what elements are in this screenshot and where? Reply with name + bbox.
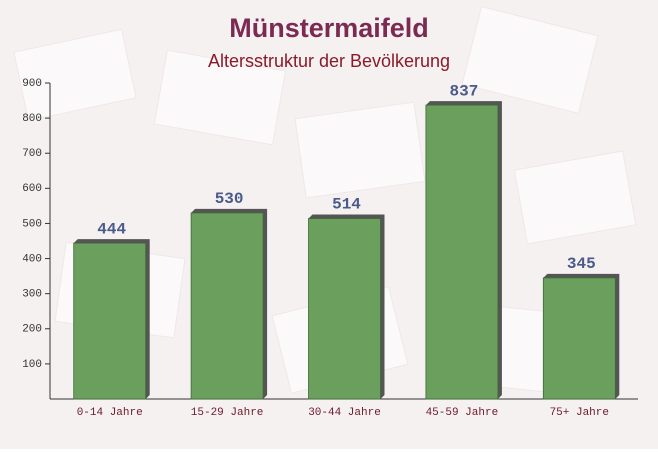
y-tick-label: 200 [22,324,42,336]
y-tick-label: 600 [22,183,42,195]
y-tick-label: 500 [22,218,42,230]
value-label: 530 [215,190,244,208]
bar [542,277,616,400]
bar [73,242,147,400]
y-tick-label: 900 [22,78,42,90]
value-label: 444 [97,220,126,238]
bar [425,104,499,400]
bar [308,218,381,400]
y-tick-label: 800 [22,113,42,125]
x-tick-label: 30-44 Jahre [308,407,381,419]
x-tick-label: 15-29 Jahre [191,407,264,419]
y-tick-label: 400 [22,253,42,265]
value-label: 345 [567,255,596,273]
value-label: 514 [332,196,361,214]
chart-subtitle: Altersstruktur der Bevölkerung [208,51,450,71]
bar [190,212,264,400]
value-label: 837 [449,82,478,100]
x-tick-label: 0-14 Jahre [77,407,143,419]
y-tick-label: 100 [22,359,42,371]
y-tick-label: 700 [22,148,42,160]
x-tick-label: 75+ Jahre [550,407,609,419]
y-tick-label: 300 [22,289,42,301]
x-tick-label: 45-59 Jahre [426,407,499,419]
chart-title: Münstermaifeld [229,13,429,43]
